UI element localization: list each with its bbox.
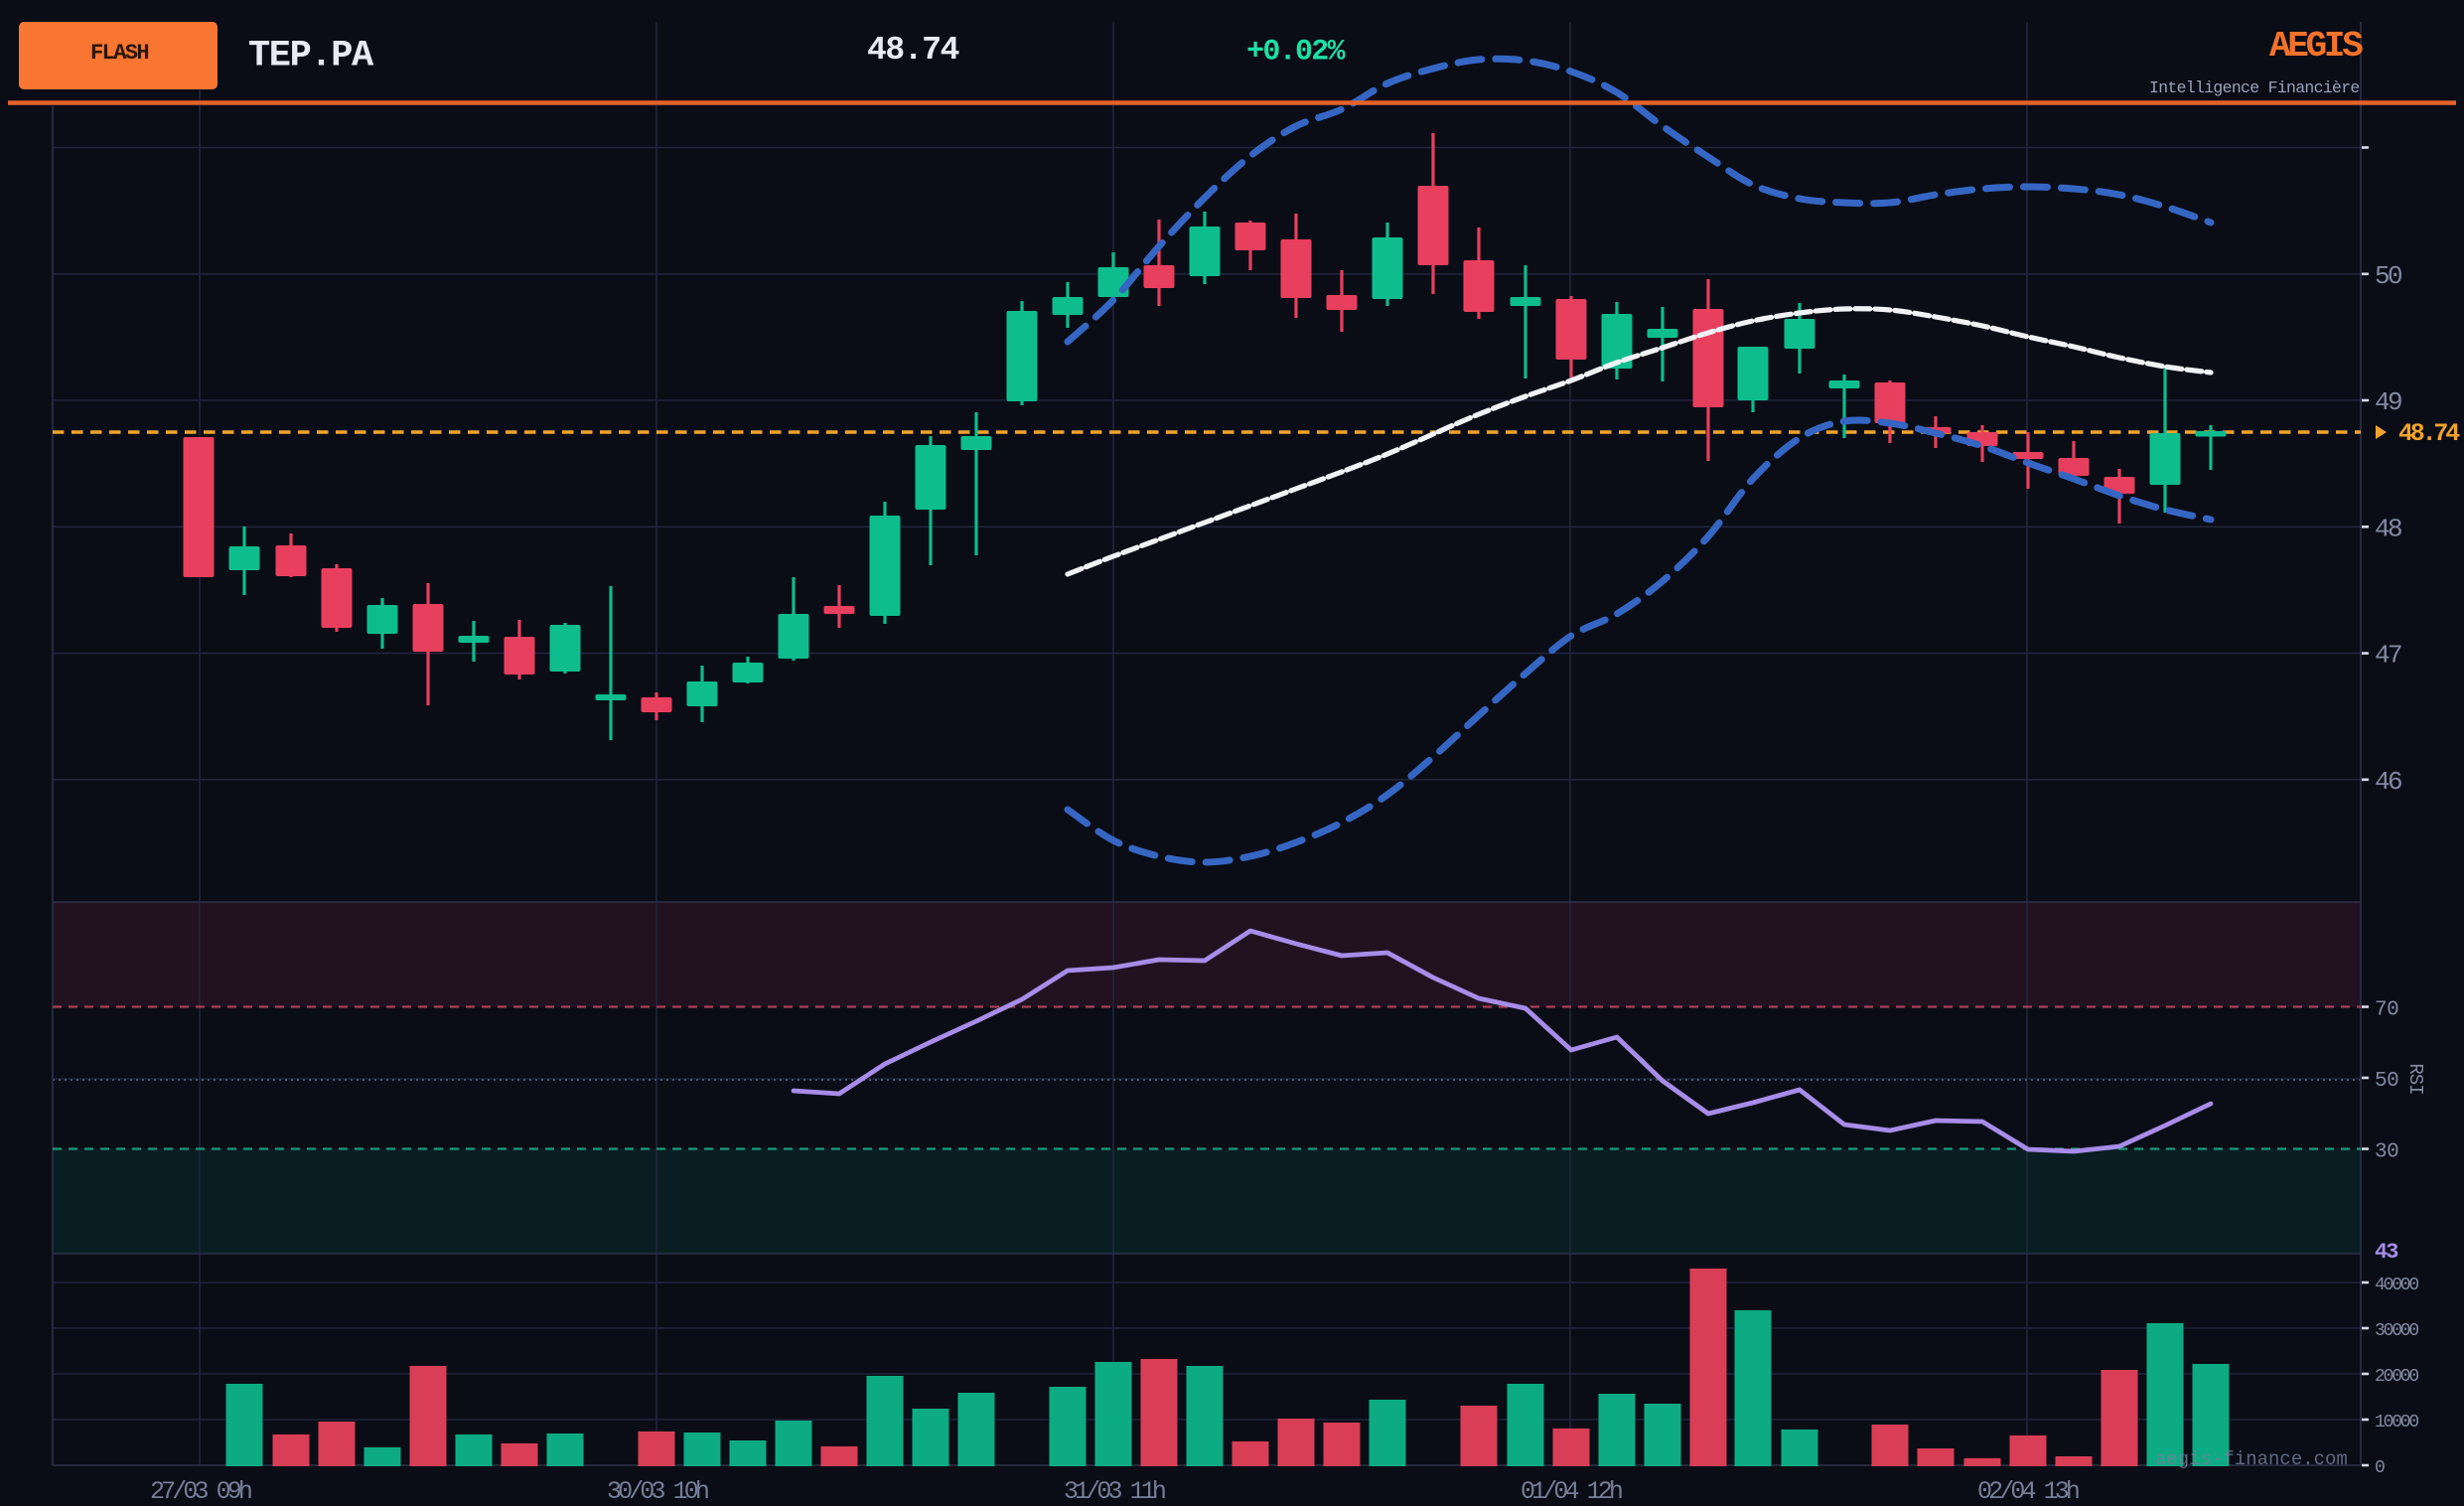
svg-text:47: 47 bbox=[2375, 641, 2401, 671]
svg-text:10000: 10000 bbox=[2375, 1413, 2418, 1432]
svg-text:50: 50 bbox=[2375, 261, 2401, 291]
svg-text:FLASH: FLASH bbox=[90, 41, 148, 66]
svg-text:TEP.PA: TEP.PA bbox=[248, 36, 374, 77]
svg-text:49: 49 bbox=[2375, 387, 2401, 417]
svg-text:30/03 10h: 30/03 10h bbox=[607, 1477, 708, 1506]
svg-text:43: 43 bbox=[2375, 1240, 2398, 1265]
svg-text:RSI: RSI bbox=[2404, 1063, 2426, 1094]
svg-text:48.74: 48.74 bbox=[2398, 419, 2460, 448]
svg-text:50: 50 bbox=[2375, 1070, 2398, 1093]
svg-text:aegis-finance.com: aegis-finance.com bbox=[2155, 1448, 2348, 1470]
svg-text:30: 30 bbox=[2375, 1141, 2398, 1164]
svg-text:30000: 30000 bbox=[2375, 1321, 2418, 1341]
svg-text:20000: 20000 bbox=[2375, 1367, 2418, 1387]
svg-text:48: 48 bbox=[2375, 514, 2401, 543]
svg-text:Intelligence Financière: Intelligence Financière bbox=[2149, 78, 2360, 97]
svg-text:40000: 40000 bbox=[2375, 1276, 2418, 1295]
svg-text:02/04 13h: 02/04 13h bbox=[1977, 1477, 2079, 1506]
svg-text:01/04 12h: 01/04 12h bbox=[1521, 1477, 1622, 1506]
svg-text:46: 46 bbox=[2375, 767, 2401, 797]
svg-text:31/03 11h: 31/03 11h bbox=[1064, 1477, 1165, 1506]
svg-text:48.74: 48.74 bbox=[867, 32, 959, 69]
svg-text:27/03 09h: 27/03 09h bbox=[150, 1477, 251, 1506]
svg-text:+0.02%: +0.02% bbox=[1246, 36, 1347, 70]
svg-text:0: 0 bbox=[2375, 1458, 2385, 1478]
svg-text:70: 70 bbox=[2375, 999, 2398, 1022]
svg-text:AEGIS: AEGIS bbox=[2269, 26, 2363, 67]
